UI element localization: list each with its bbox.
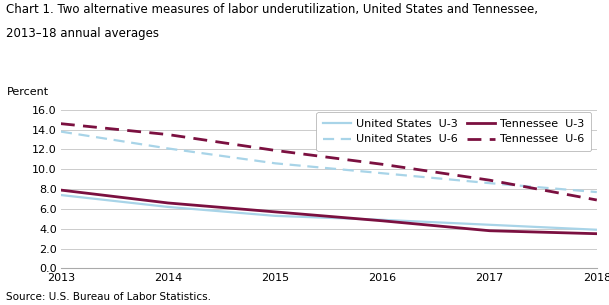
Text: 2013–18 annual averages: 2013–18 annual averages bbox=[6, 27, 159, 41]
Text: Percent: Percent bbox=[7, 87, 49, 97]
Legend: United States  U-3, United States  U-6, Tennessee  U-3, Tennessee  U-6: United States U-3, United States U-6, Te… bbox=[317, 112, 591, 151]
Text: Source: U.S. Bureau of Labor Statistics.: Source: U.S. Bureau of Labor Statistics. bbox=[6, 292, 211, 302]
Text: Chart 1. Two alternative measures of labor underutilization, United States and T: Chart 1. Two alternative measures of lab… bbox=[6, 3, 538, 16]
